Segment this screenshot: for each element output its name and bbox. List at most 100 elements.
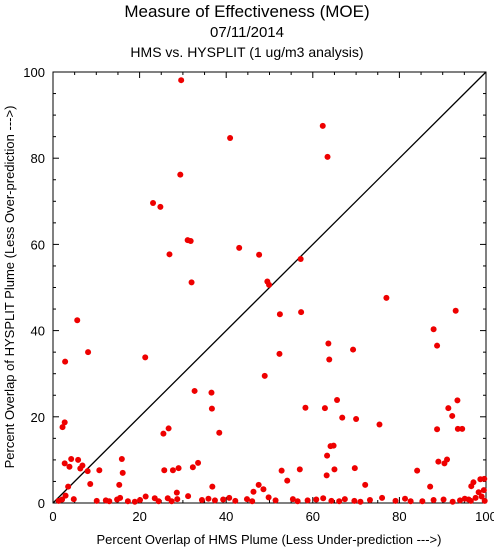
data-point <box>124 498 131 505</box>
chart-title: Measure of Effectiveness (MOE) <box>124 2 369 21</box>
data-point <box>208 405 215 412</box>
data-point <box>376 421 383 428</box>
data-point <box>434 342 441 349</box>
data-point <box>195 459 202 466</box>
data-point <box>341 496 348 503</box>
data-point <box>296 466 303 473</box>
data-point <box>174 496 181 503</box>
data-point <box>232 497 239 504</box>
data-point <box>383 294 390 301</box>
data-point <box>366 496 373 503</box>
data-point <box>68 456 75 463</box>
data-point <box>119 469 126 476</box>
data-point <box>168 498 175 505</box>
y-tick-label: 0 <box>38 496 45 511</box>
data-point <box>480 487 487 494</box>
data-point <box>289 496 296 503</box>
data-point <box>379 494 386 501</box>
data-point <box>61 460 68 467</box>
data-point <box>255 481 262 488</box>
data-point <box>445 405 452 412</box>
data-point <box>324 452 331 459</box>
data-point <box>430 326 437 333</box>
data-point <box>155 498 162 505</box>
data-point <box>459 425 466 432</box>
data-point <box>452 307 459 314</box>
data-point <box>243 496 250 503</box>
data-point <box>189 464 196 471</box>
data-point <box>161 467 168 474</box>
y-tick-label: 20 <box>31 410 45 425</box>
data-point <box>265 494 272 501</box>
x-tick-label: 80 <box>392 509 406 524</box>
data-point <box>131 498 138 505</box>
y-tick-label: 100 <box>23 65 45 80</box>
data-point <box>444 456 451 463</box>
chart-subtitle: HMS vs. HYSPLIT (1 ug/m3 analysis) <box>130 44 363 60</box>
data-point <box>475 489 482 496</box>
data-point <box>236 244 243 251</box>
data-point <box>187 237 194 244</box>
data-point <box>266 281 273 288</box>
data-point <box>449 498 456 505</box>
data-point <box>87 481 94 488</box>
data-point <box>334 396 341 403</box>
x-tick-label: 100 <box>475 509 494 524</box>
data-point <box>173 489 180 496</box>
data-point <box>321 405 328 412</box>
data-point <box>325 340 332 347</box>
data-point <box>65 483 72 490</box>
data-point <box>209 483 216 490</box>
data-point <box>62 358 69 365</box>
data-point <box>117 494 124 501</box>
data-points <box>55 77 488 505</box>
data-point <box>336 498 343 505</box>
data-point <box>320 495 327 502</box>
data-point <box>188 279 195 286</box>
data-point <box>208 389 215 396</box>
data-point <box>357 498 364 505</box>
data-point <box>328 497 335 504</box>
data-point <box>430 496 437 503</box>
data-point <box>353 415 360 422</box>
data-point <box>150 200 157 207</box>
data-point <box>177 171 184 178</box>
data-point <box>457 497 464 504</box>
data-point <box>276 311 283 318</box>
data-point <box>84 468 91 475</box>
data-point <box>454 425 461 432</box>
data-point <box>220 496 227 503</box>
data-point <box>323 472 330 479</box>
y-tick-label: 80 <box>31 151 45 166</box>
data-point <box>157 203 164 210</box>
data-point <box>142 493 149 500</box>
x-tick-labels: 0 20 40 60 80 100 <box>49 509 494 524</box>
data-point <box>226 494 233 501</box>
data-point <box>302 404 309 411</box>
data-point <box>142 354 149 361</box>
data-point <box>392 497 399 504</box>
data-point <box>106 498 113 505</box>
data-point <box>481 497 488 504</box>
data-point <box>205 495 212 502</box>
data-point <box>96 467 103 474</box>
data-point <box>330 442 337 449</box>
data-point <box>472 494 479 501</box>
x-tick-label: 40 <box>219 509 233 524</box>
data-point <box>70 496 77 503</box>
data-point <box>435 458 442 465</box>
data-point <box>440 496 447 503</box>
x-tick-label: 60 <box>306 509 320 524</box>
data-point <box>216 429 223 436</box>
data-point <box>276 350 283 357</box>
data-point <box>211 497 218 504</box>
y-tick-label: 60 <box>31 237 45 252</box>
data-point <box>407 498 414 505</box>
y-tick-labels: 0 20 40 60 80 100 <box>23 65 45 511</box>
data-point <box>478 493 485 500</box>
data-point <box>434 426 441 433</box>
data-point <box>93 497 100 504</box>
x-axis-label: Percent Overlap of HMS Plume (Less Under… <box>97 532 442 547</box>
data-point <box>59 496 66 503</box>
data-point <box>160 430 167 437</box>
